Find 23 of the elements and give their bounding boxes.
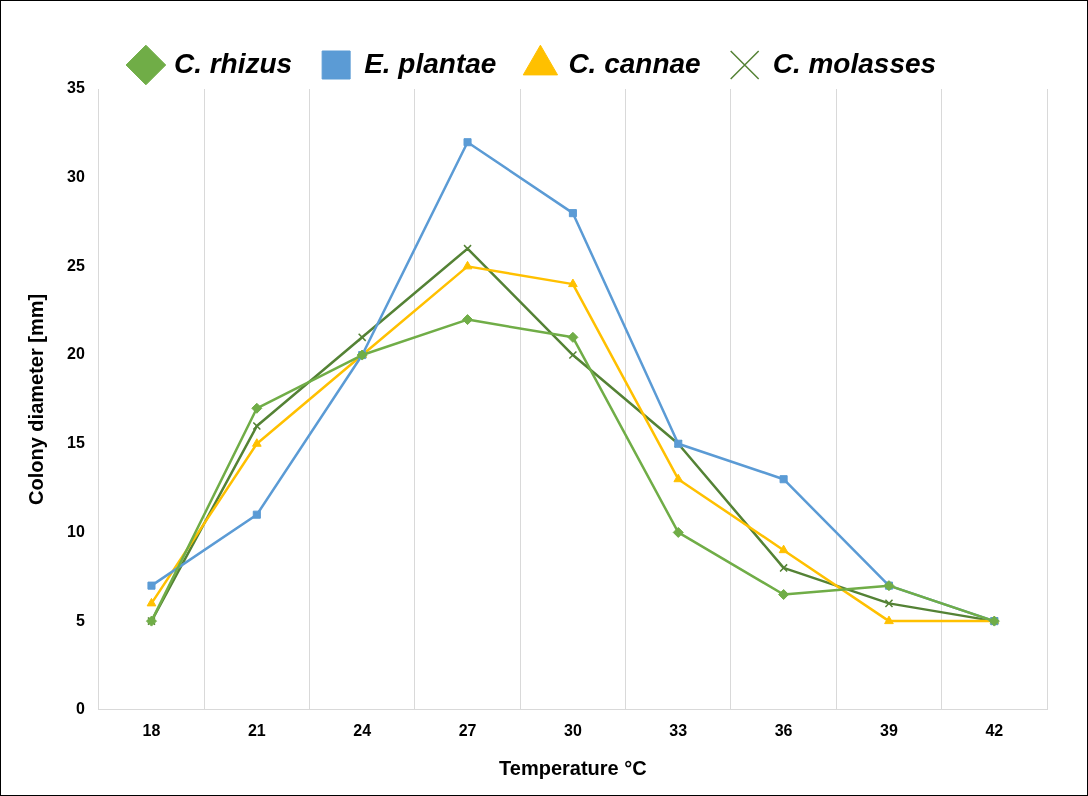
y-tick-label: 0	[75, 700, 85, 718]
y-tick-label: 35	[67, 79, 85, 97]
legend-label: C. rhizus	[173, 47, 293, 79]
x-tick-label: 39	[880, 721, 898, 739]
y-tick-label: 20	[67, 345, 85, 363]
x-axis-title: Temperature °C	[499, 756, 647, 779]
x-tick-label: 42	[985, 721, 1004, 739]
y-tick-label: 25	[67, 256, 85, 274]
x-tick-label: 21	[247, 721, 266, 739]
legend-label: C. cannae	[568, 47, 701, 79]
y-tick-label: 15	[67, 434, 85, 452]
y-tick-label: 30	[67, 168, 85, 186]
y-tick-label: 5	[75, 611, 85, 629]
x-tick-label: 18	[142, 721, 161, 739]
x-tick-label: 27	[458, 721, 477, 739]
x-tick-label: 30	[564, 721, 582, 739]
legend-label: C. molasses	[772, 47, 937, 79]
x-tick-label: 24	[353, 721, 372, 739]
legend-label: E. plantae	[364, 47, 497, 79]
y-tick-label: 10	[67, 522, 85, 540]
y-axis-title: Colony diameter [mm]	[24, 293, 47, 505]
x-tick-label: 36	[774, 721, 793, 739]
x-tick-label: 33	[669, 721, 688, 739]
